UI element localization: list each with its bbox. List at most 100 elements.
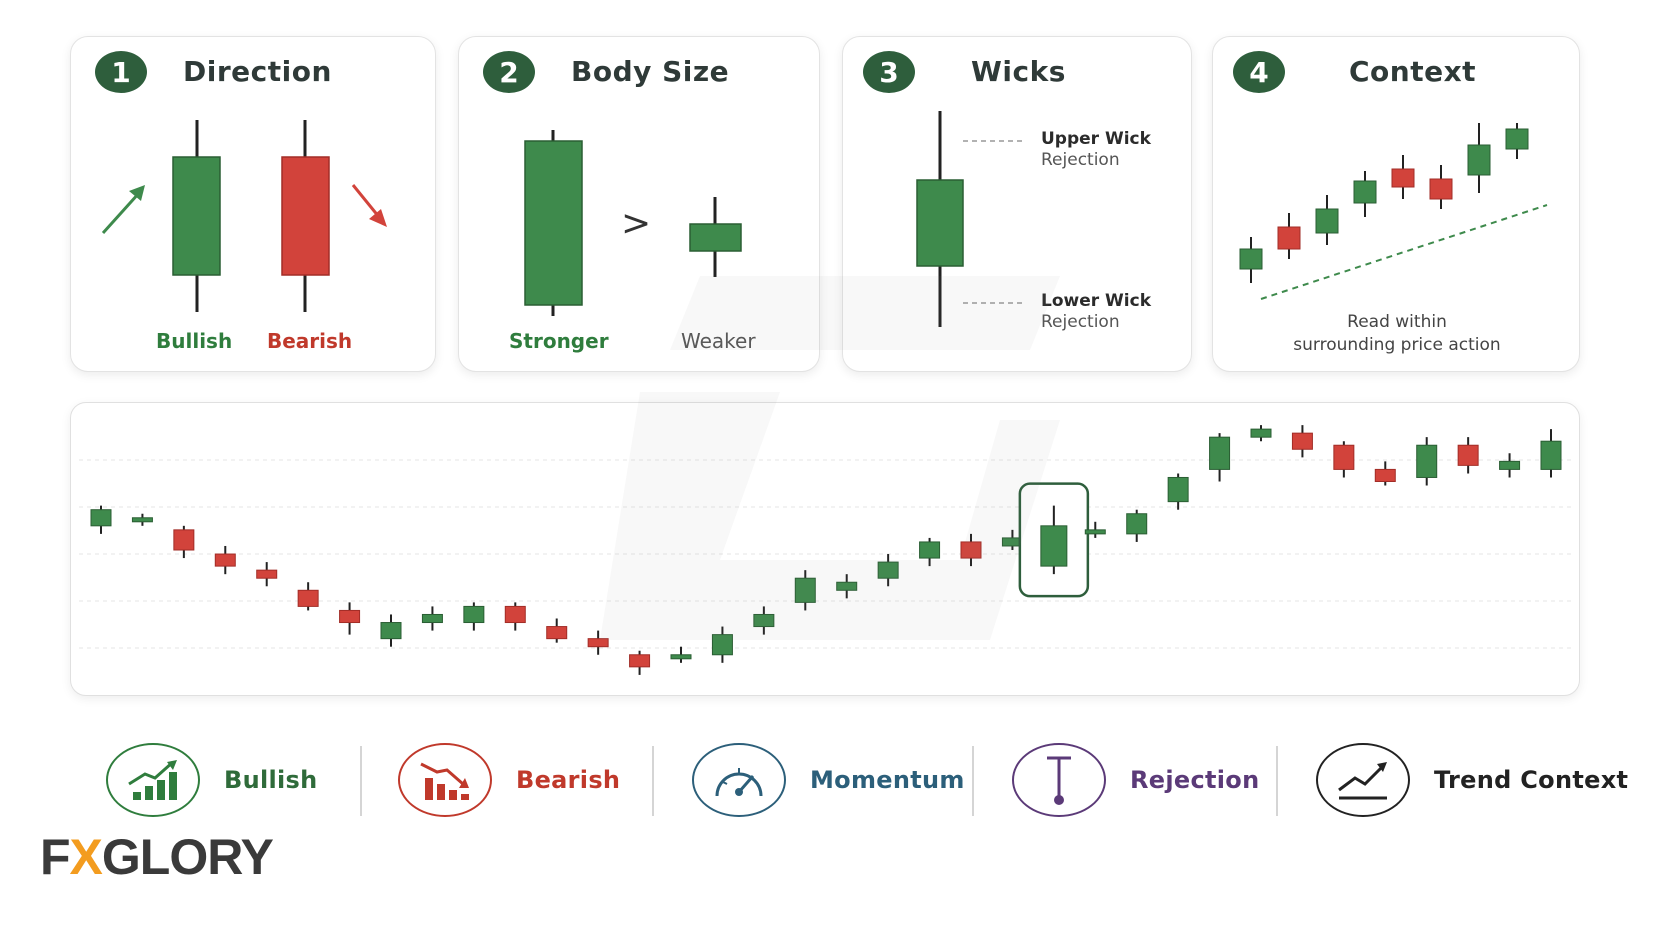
step-badge: 4: [1233, 51, 1285, 93]
candle: [90, 505, 112, 534]
candle-body: [1040, 525, 1068, 567]
body-size-illustration: [524, 130, 742, 316]
legend-trend-context: Trend Context: [1316, 740, 1628, 820]
logo-part: GLORY: [101, 829, 274, 885]
context-candle: [1277, 213, 1301, 259]
label-stronger: Stronger: [509, 329, 609, 353]
candle-body: [836, 581, 858, 591]
candle-body: [504, 605, 526, 624]
candlestick-chart: [79, 425, 1573, 675]
candle-body: [753, 613, 775, 628]
card-body-size: 2 Body Size > Stronger Weaker: [458, 36, 820, 372]
upper-wick-sub: Rejection: [1041, 150, 1120, 170]
direction-illustration: [101, 120, 387, 312]
candle: [1333, 441, 1355, 478]
highlighted-candle: [1040, 505, 1068, 575]
candle: [711, 626, 733, 663]
candle: [919, 537, 941, 567]
candle: [1291, 425, 1313, 458]
candle-body: [131, 517, 153, 523]
candle-body: [1250, 428, 1272, 438]
candle: [1209, 433, 1231, 482]
candle: [1540, 429, 1562, 478]
candle-body: [421, 613, 443, 624]
candle: [1416, 437, 1438, 486]
card-context: 4 Context Read within surrounding price …: [1212, 36, 1580, 372]
candle: [421, 606, 443, 631]
candle-body: [1457, 444, 1479, 466]
candle: [1126, 509, 1148, 542]
candle-body: [546, 626, 568, 640]
candle-body: [1540, 440, 1562, 470]
small-body-candle: [689, 223, 742, 252]
candle: [1250, 425, 1272, 442]
candle: [297, 582, 319, 611]
step-badge: 1: [95, 51, 147, 93]
candle: [131, 513, 153, 526]
step-badge: 3: [863, 51, 915, 93]
candle: [214, 545, 236, 575]
candle-body: [1333, 444, 1355, 470]
candle-body: [1374, 468, 1396, 483]
candle: [753, 606, 775, 635]
wick-pin-icon: [1012, 743, 1106, 817]
upper-wick-note: Upper Wick Rejection: [1041, 129, 1151, 171]
candle-body: [670, 654, 692, 660]
candle: [587, 630, 609, 655]
candle-body: [1291, 432, 1313, 450]
legend-label: Trend Context: [1434, 766, 1629, 794]
candle-body: [173, 529, 195, 551]
context-candle: [1315, 195, 1339, 245]
trend-line-icon: [1316, 743, 1410, 817]
card-title: Direction: [183, 55, 332, 88]
candle-body: [629, 654, 651, 668]
context-candle: [1467, 123, 1491, 193]
candle-body: [1084, 529, 1106, 535]
candle: [546, 618, 568, 643]
candle-body: [877, 561, 899, 579]
candle: [380, 614, 402, 647]
candle-body: [297, 589, 319, 607]
legend-label: Bearish: [516, 766, 621, 794]
up-arrow-icon: [101, 191, 141, 235]
candle-body: [960, 541, 982, 559]
label-bullish: Bullish: [156, 329, 233, 353]
card-title: Wicks: [971, 55, 1066, 88]
candle-body: [1499, 460, 1521, 470]
candle: [1499, 453, 1521, 478]
candle: [173, 525, 195, 559]
greater-than-sign: >: [621, 203, 652, 244]
candle-body: [1209, 436, 1231, 470]
label-bearish: Bearish: [267, 329, 353, 353]
context-caption: Read within surrounding price action: [1213, 311, 1581, 357]
candle: [463, 602, 485, 631]
card-title: Body Size: [571, 55, 730, 88]
trend-line: [1260, 204, 1548, 300]
wicks-illustration: [916, 111, 1025, 327]
candle: [1457, 437, 1479, 474]
context-candle: [1391, 155, 1415, 199]
candle: [794, 570, 816, 611]
candle-body: [339, 609, 361, 624]
upper-wick-title: Upper Wick: [1041, 129, 1151, 149]
candle: [1167, 473, 1189, 510]
candle-body: [90, 509, 112, 527]
legend-label: Rejection: [1130, 766, 1260, 794]
lower-wick-sub: Rejection: [1041, 312, 1120, 332]
large-body-candle: [524, 140, 583, 306]
legend-rejection: Rejection: [1012, 740, 1259, 820]
label-weaker: Weaker: [681, 329, 756, 353]
card-wicks: 3 Wicks Upper Wick Rejection Lower Wick …: [842, 36, 1192, 372]
candlestick-chart-panel: [70, 402, 1580, 696]
candle-body: [463, 605, 485, 624]
candle-body: [1167, 476, 1189, 503]
context-candle: [1505, 123, 1529, 159]
logo-accent: X: [69, 829, 103, 885]
card-title: Context: [1349, 55, 1477, 88]
candle: [1374, 461, 1396, 486]
legend-divider: [360, 746, 362, 816]
legend-bearish: Bearish: [398, 740, 620, 820]
context-candle: [1353, 171, 1377, 217]
context-caption-line2: surrounding price action: [1293, 335, 1501, 355]
candle: [1084, 521, 1106, 538]
